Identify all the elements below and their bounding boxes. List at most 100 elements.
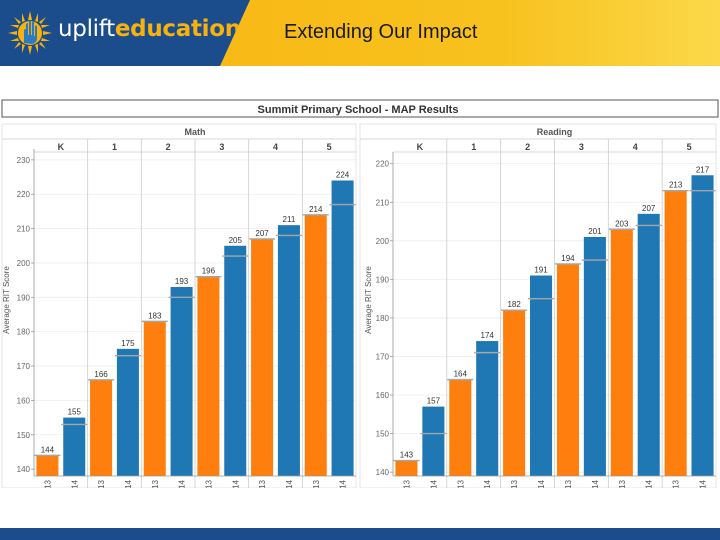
chart-title: Summit Primary School - MAP Results (258, 104, 459, 116)
reading-y-tick-label: 190 (376, 275, 390, 284)
reading-data-label: 201 (588, 227, 602, 236)
math-data-label: 224 (336, 170, 350, 179)
math-data-label: 193 (175, 277, 189, 286)
reading-data-label: 207 (642, 204, 656, 213)
footer-bar (0, 528, 720, 540)
math-x-tick-label: Aug2013 (151, 479, 160, 488)
reading-x-tick-label: Aug2013 (510, 479, 519, 488)
math-y-tick-label: 140 (17, 465, 31, 474)
reading-y-tick-label: 150 (376, 430, 390, 439)
math-y-tick-label: 160 (17, 396, 31, 405)
reading-grade-label: 2 (525, 142, 530, 152)
math-grade-label: 2 (166, 142, 171, 152)
reading-bar (664, 190, 687, 476)
reading-x-tick-label: Jan2014 (429, 479, 438, 488)
math-bar (36, 455, 59, 476)
math-data-label: 166 (94, 370, 108, 379)
page-title: Extending Our Impact (284, 21, 478, 43)
math-bar (277, 225, 300, 476)
reading-data-label: 194 (561, 254, 575, 263)
math-bar (90, 379, 113, 476)
math-data-label: 183 (148, 311, 162, 320)
math-y-tick-label: 200 (17, 259, 31, 268)
math-y-tick-label: 180 (17, 328, 31, 337)
reading-x-tick-label: Jan2014 (645, 479, 654, 488)
math-bar (224, 245, 247, 476)
math-y-tick-label: 220 (17, 190, 31, 199)
reading-grade-label: 5 (687, 142, 692, 152)
math-x-tick-label: Jan2014 (285, 479, 294, 488)
math-data-label: 214 (309, 205, 323, 214)
math-grade-label: 3 (219, 142, 224, 152)
reading-bar (556, 263, 579, 476)
math-x-tick-label: Aug2013 (97, 479, 106, 488)
math-x-tick-label: Aug2013 (258, 479, 267, 488)
math-bar (197, 276, 220, 476)
reading-subject-title: Reading (537, 127, 573, 137)
reading-data-label: 157 (427, 397, 441, 406)
reading-grade-label: 1 (471, 142, 476, 152)
reading-data-label: 213 (669, 181, 683, 190)
reading-bar (422, 406, 445, 476)
reading-y-tick-label: 210 (376, 198, 390, 207)
math-grade-label: 4 (273, 142, 278, 152)
math-data-label: 207 (255, 229, 269, 238)
reading-x-tick-label: Jan2014 (591, 479, 600, 488)
reading-x-tick-label: Aug2013 (456, 479, 465, 488)
math-x-tick-label: Jan2014 (124, 479, 133, 488)
math-y-axis-label: Average RIT Score (2, 266, 11, 334)
math-x-tick-label: Aug2013 (43, 479, 52, 488)
math-data-label: 155 (68, 408, 82, 417)
reading-y-tick-label: 140 (376, 468, 390, 477)
math-y-tick-label: 190 (17, 293, 31, 302)
math-data-label: 196 (202, 267, 216, 276)
math-y-tick-label: 230 (17, 156, 31, 165)
math-grade-label: 1 (112, 142, 117, 152)
chart-title-box (1, 99, 719, 118)
chart-svg: Summit Primary School - MAP Results Math… (1, 99, 719, 516)
reading-y-tick-label: 160 (376, 391, 390, 400)
math-data-label: 211 (283, 215, 296, 224)
reading-bar (503, 310, 526, 476)
reading-x-tick-label: Aug2013 (618, 479, 627, 488)
reading-data-label: 217 (696, 165, 710, 174)
logo-panel: uplifteducation (0, 0, 250, 66)
reading-data-label: 174 (481, 331, 495, 340)
reading-y-tick-label: 170 (376, 352, 390, 361)
reading-x-tick-label: Aug2013 (564, 479, 573, 488)
map-results-chart: Summit Primary School - MAP Results Math… (0, 98, 720, 516)
math-x-tick-label: Aug2013 (312, 479, 321, 488)
math-y-tick-label: 170 (17, 362, 31, 371)
reading-grade-label: 3 (579, 142, 584, 152)
math-x-tick-label: Jan2014 (178, 479, 187, 488)
math-data-label: 205 (229, 236, 243, 245)
reading-x-tick-label: Jan2014 (483, 479, 492, 488)
math-bar (116, 348, 139, 476)
reading-x-tick-label: Aug2013 (672, 479, 681, 488)
reading-bar (610, 229, 633, 476)
reading-data-label: 164 (454, 370, 468, 379)
math-data-label: 144 (41, 445, 55, 454)
math-bar (304, 214, 327, 476)
reading-bar (395, 460, 418, 476)
uplift-education-logo: uplifteducation (58, 16, 241, 42)
slide-header: uplifteducation Extending Our Impact (0, 0, 720, 66)
reading-y-tick-label: 180 (376, 314, 390, 323)
math-grade-label: 5 (327, 142, 332, 152)
math-x-tick-label: Jan2014 (339, 479, 348, 488)
reading-data-label: 143 (400, 451, 414, 460)
math-bar (251, 238, 274, 476)
reading-bar (637, 213, 660, 476)
reading-x-tick-label: Aug2013 (402, 479, 411, 488)
math-y-tick-label: 210 (17, 225, 31, 234)
reading-grade-label: K (417, 142, 424, 152)
reading-y-axis-label: Average RIT Score (364, 266, 373, 334)
math-subject-title: Math (185, 127, 206, 137)
reading-grade-label: 4 (633, 142, 638, 152)
reading-data-label: 182 (507, 300, 521, 309)
math-bar (63, 417, 86, 476)
math-x-tick-label: Jan2014 (70, 479, 79, 488)
math-bar (331, 180, 354, 476)
reading-bar (476, 341, 499, 476)
reading-x-tick-label: Jan2014 (699, 479, 708, 488)
